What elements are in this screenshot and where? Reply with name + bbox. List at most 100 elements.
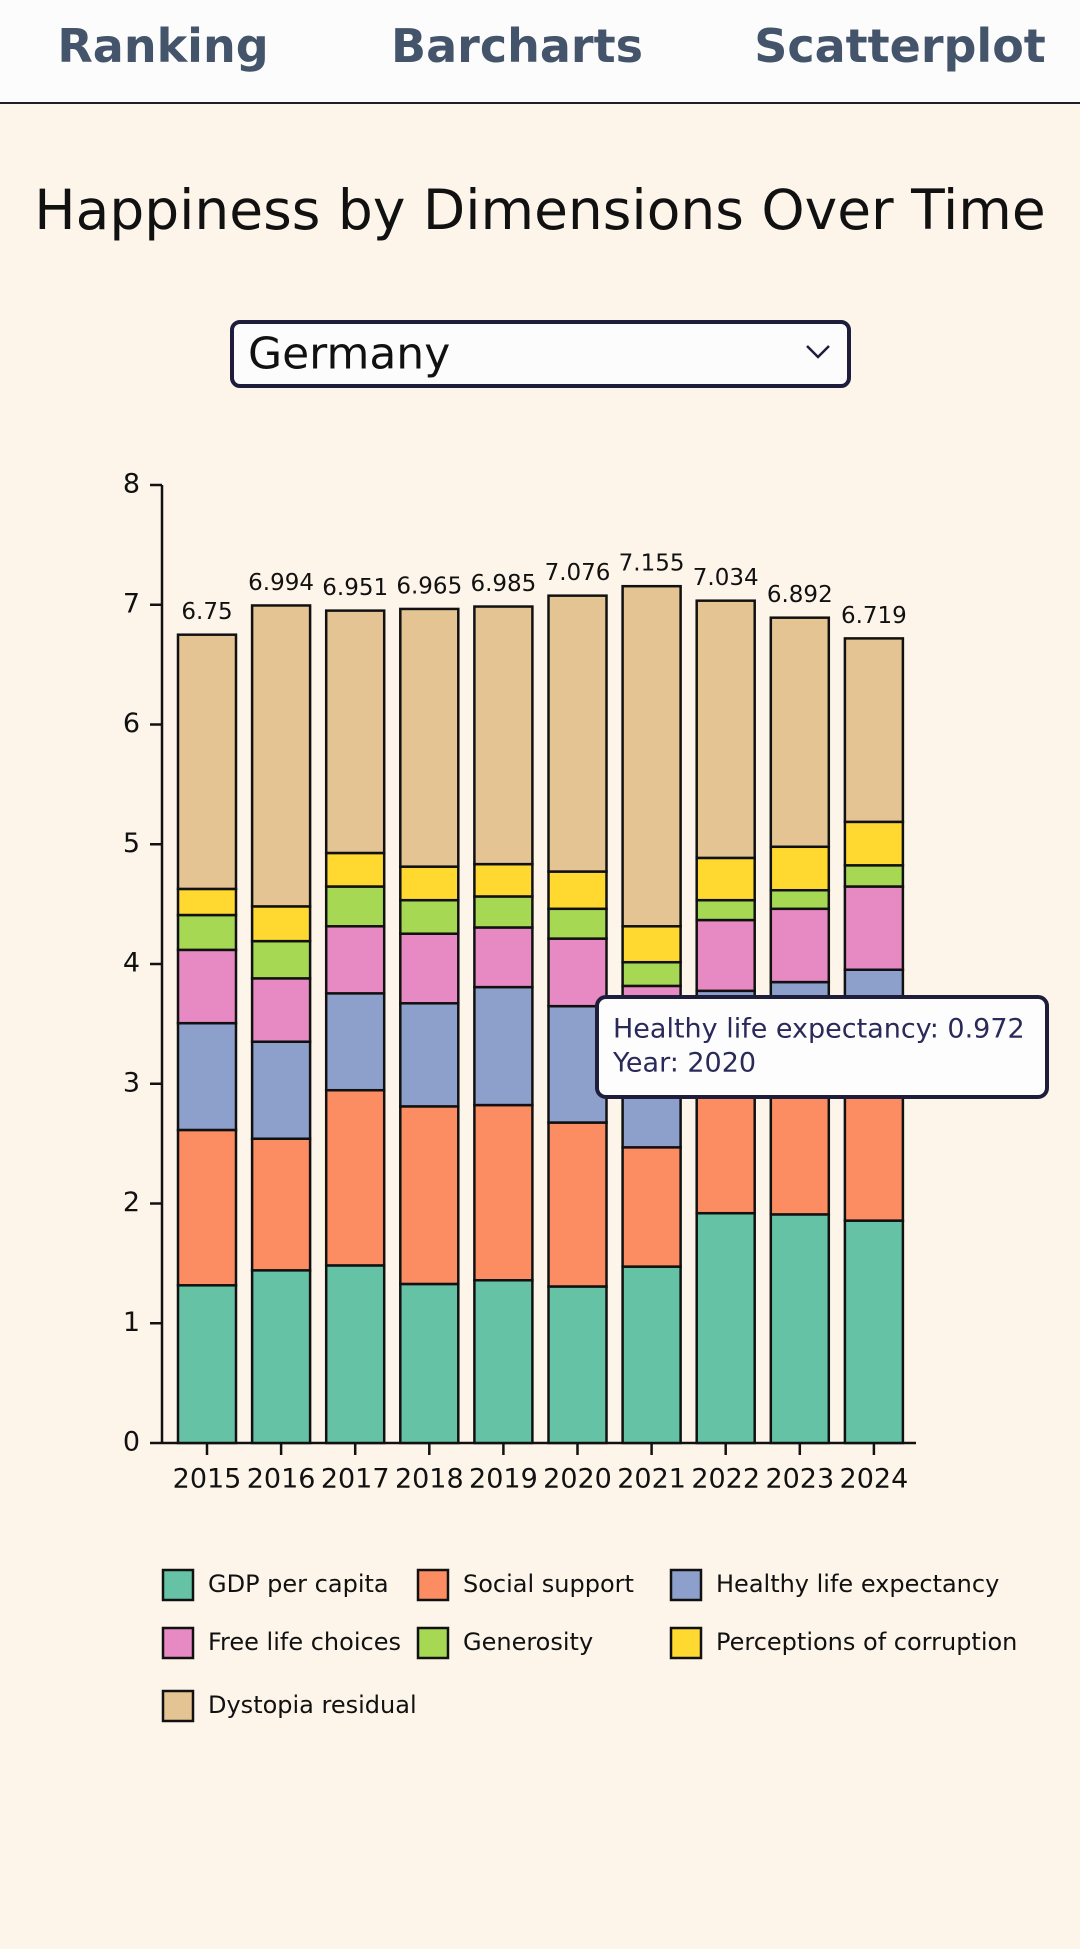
total-label: 6.951 [322, 575, 388, 601]
bar-segment [176, 913, 238, 952]
legend-label: Free life choices [208, 1628, 401, 1656]
total-label: 6.994 [248, 570, 314, 596]
total-label: 6.985 [470, 571, 536, 597]
nav-bar: Ranking Barcharts Scatterplot [0, 0, 1080, 104]
select-value: Germany [248, 328, 451, 380]
bar-segment [324, 925, 386, 995]
nav-link[interactable]: Barcharts [391, 19, 643, 73]
bar-segment [769, 1213, 831, 1445]
bar-segment [399, 898, 460, 935]
bar-segment [769, 616, 831, 849]
bar-segment [621, 1265, 682, 1445]
x-tick-label: 2023 [765, 1464, 834, 1495]
bar-segment [399, 865, 460, 902]
bar-segment [250, 905, 312, 943]
bar-segment [695, 856, 756, 902]
total-label: 7.155 [619, 551, 685, 577]
bar-segment [547, 870, 608, 911]
bar-segment [843, 637, 905, 824]
x-tick-label: 2020 [543, 1464, 612, 1495]
bar-segment [547, 1121, 608, 1288]
bar-segment [324, 992, 386, 1092]
tooltip-line: Year: 2020 [612, 1048, 756, 1079]
bar-segment [769, 845, 831, 892]
bar-segment [843, 864, 905, 888]
bar-segment [176, 1128, 238, 1287]
bar-segment [473, 1103, 534, 1282]
legend-swatch [416, 1568, 450, 1602]
legend-swatch [161, 1689, 195, 1723]
total-label: 6.75 [181, 599, 232, 625]
bar-segment [695, 599, 756, 860]
bar-segment [176, 948, 238, 1025]
bar-segment [324, 885, 386, 928]
legend-label: Generosity [463, 1628, 593, 1656]
bar-segment [695, 918, 756, 993]
bar-segment [250, 1137, 312, 1272]
legend-swatch [669, 1568, 703, 1602]
bar-segment [695, 1211, 756, 1445]
country-select[interactable]: Germany [230, 320, 851, 388]
total-label: 7.034 [693, 565, 759, 591]
y-tick-label: 4 [123, 948, 140, 979]
x-tick-label: 2018 [395, 1464, 464, 1495]
bar-segment [621, 584, 682, 928]
bar-segment [324, 851, 386, 888]
x-tick-label: 2024 [840, 1464, 909, 1495]
y-tick-label: 6 [123, 708, 140, 739]
legend-swatch [161, 1626, 195, 1660]
bar-segment [769, 888, 831, 911]
legend-swatch [161, 1568, 195, 1602]
legend-label: Perceptions of corruption [716, 1628, 1017, 1656]
y-tick-label: 8 [123, 469, 140, 500]
bar-segment [769, 907, 831, 984]
x-tick-label: 2016 [247, 1464, 316, 1495]
bar-segment [176, 1284, 238, 1445]
nav-link[interactable]: Scatterplot [754, 19, 1046, 73]
bar-segment [621, 960, 682, 988]
chart: 0 1 2 3 4 5 6 7 8 2015 6.75 2016 6.994 2017 6.951 2018 6… [123, 469, 1049, 1723]
total-label: 6.965 [396, 573, 462, 599]
total-label: 6.719 [841, 603, 907, 629]
bar-segment [547, 907, 608, 940]
page-title: Happiness by Dimensions Over Time [34, 178, 1046, 242]
bar-segment [843, 885, 905, 971]
bar-segment [324, 1264, 386, 1445]
bar-segment [176, 633, 238, 891]
y-tick-label: 7 [123, 588, 140, 619]
bar-segment [473, 862, 534, 898]
legend-label: Healthy life expectancy [716, 1570, 999, 1598]
bar-segment [250, 977, 312, 1043]
bar-segment [176, 1021, 238, 1132]
y-tick-label: 1 [123, 1307, 140, 1338]
bar-segment [250, 1269, 312, 1445]
nav-link[interactable]: Ranking [57, 19, 269, 73]
x-tick-label: 2022 [691, 1464, 760, 1495]
legend-label: Social support [463, 1570, 634, 1598]
bar-segment [621, 1146, 682, 1268]
bar-segment [399, 1282, 460, 1445]
bar-segment [473, 985, 534, 1107]
tooltip-box [595, 995, 1049, 1099]
bar-segment [473, 605, 534, 866]
y-tick-label: 5 [123, 828, 140, 859]
bar-segment [695, 1080, 756, 1215]
bar-segment [324, 609, 386, 855]
bar-segment [473, 1279, 534, 1445]
total-label: 6.892 [767, 582, 833, 608]
bar-segment [473, 926, 534, 989]
bar-segment [843, 820, 905, 867]
x-tick-label: 2015 [173, 1464, 242, 1495]
y-tick-label: 2 [123, 1187, 140, 1218]
bar-segment [399, 607, 460, 868]
legend-swatch [669, 1626, 703, 1660]
bar-segment [250, 1040, 312, 1140]
bar-segment [547, 937, 608, 1008]
bar-segment [695, 898, 756, 922]
bar-segment [399, 1105, 460, 1286]
chevron [806, 345, 830, 359]
bar-segment [324, 1088, 386, 1267]
bar-segment [547, 594, 608, 873]
bar-segment [473, 895, 534, 929]
